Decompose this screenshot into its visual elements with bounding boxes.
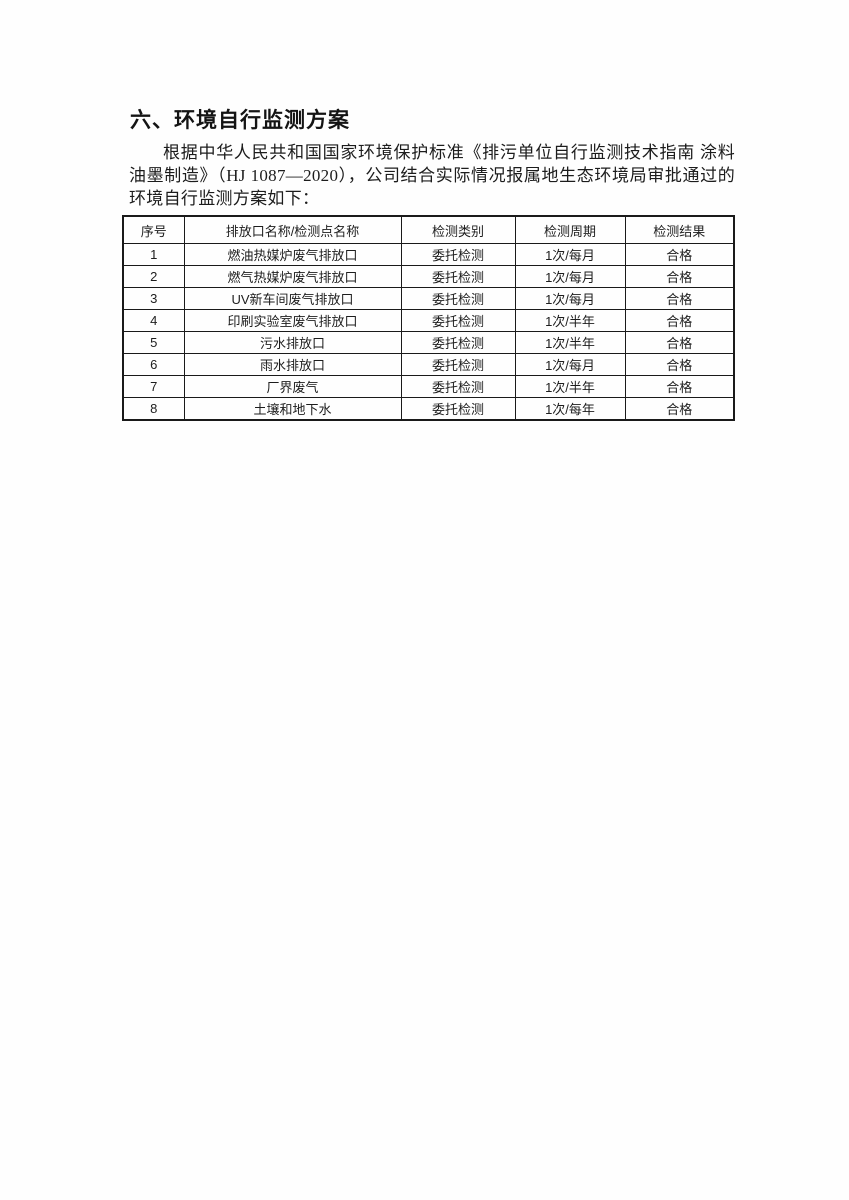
table-cell: 1次/每年	[514, 397, 626, 421]
table-cell: 5	[122, 331, 185, 354]
table-cell: UV新车间废气排放口	[183, 287, 402, 310]
table-cell: 燃油热媒炉废气排放口	[183, 243, 402, 266]
table-row: 6 雨水排放口 委托检测 1次/每月 合格	[122, 353, 735, 376]
table-cell: 7	[122, 375, 185, 398]
header-cell: 检测类别	[400, 215, 516, 244]
table-cell: 4	[122, 309, 185, 332]
table-row: 3 UV新车间废气排放口 委托检测 1次/每月 合格	[122, 287, 735, 310]
page-title: 六、环境自行监测方案	[130, 108, 350, 132]
table-row: 4 印刷实验室废气排放口 委托检测 1次/半年 合格	[122, 309, 735, 332]
table-cell: 8	[122, 397, 185, 421]
table-cell: 2	[122, 265, 185, 288]
table-row: 2 燃气热媒炉废气排放口 委托检测 1次/每月 合格	[122, 265, 735, 288]
table-cell: 3	[122, 287, 185, 310]
header-cell: 排放口名称/检测点名称	[183, 215, 402, 244]
table-cell: 污水排放口	[183, 331, 402, 354]
table-row: 5 污水排放口 委托检测 1次/半年 合格	[122, 331, 735, 354]
table-row: 7 厂界废气 委托检测 1次/半年 合格	[122, 375, 735, 398]
table-cell: 1次/每月	[514, 353, 626, 376]
table-cell: 厂界废气	[183, 375, 402, 398]
table-cell: 1次/每月	[514, 287, 626, 310]
table-cell: 委托检测	[400, 397, 516, 421]
table-cell: 合格	[624, 331, 735, 354]
table-cell: 委托检测	[400, 309, 516, 332]
table-cell: 1次/半年	[514, 331, 626, 354]
table-cell: 合格	[624, 265, 735, 288]
table-cell: 委托检测	[400, 265, 516, 288]
table-cell: 合格	[624, 243, 735, 266]
intro-paragraph: 根据中华人民共和国国家环境保护标准《排污单位自行监测技术指南 涂料油墨制造》（H…	[129, 143, 735, 208]
table-cell: 委托检测	[400, 287, 516, 310]
table-cell: 委托检测	[400, 375, 516, 398]
table-cell: 土壤和地下水	[183, 397, 402, 421]
table-cell: 6	[122, 353, 185, 376]
table-cell: 印刷实验室废气排放口	[183, 309, 402, 332]
table-body: 1 燃油热媒炉废气排放口 委托检测 1次/每月 合格 2 燃气热媒炉废气排放口 委托检测 1次/…	[122, 243, 735, 421]
table-cell: 1次/半年	[514, 375, 626, 398]
header-cell: 检测结果	[624, 215, 735, 244]
table-cell: 1	[122, 243, 185, 266]
table-cell: 雨水排放口	[183, 353, 402, 376]
table-cell: 委托检测	[400, 353, 516, 376]
table-cell: 合格	[624, 309, 735, 332]
table-row: 8 土壤和地下水 委托检测 1次/每年 合格	[122, 397, 735, 421]
table-cell: 合格	[624, 287, 735, 310]
table-header-row: 序号 排放口名称/检测点名称 检测类别 检测周期 检测结果	[122, 215, 735, 244]
table-cell: 委托检测	[400, 331, 516, 354]
table-row: 1 燃油热媒炉废气排放口 委托检测 1次/每月 合格	[122, 243, 735, 266]
table-cell: 合格	[624, 375, 735, 398]
header-cell: 检测周期	[514, 215, 626, 244]
table-cell: 1次/每月	[514, 243, 626, 266]
table-cell: 委托检测	[400, 243, 516, 266]
table-cell: 燃气热媒炉废气排放口	[183, 265, 402, 288]
header-cell: 序号	[122, 215, 185, 244]
table-cell: 1次/半年	[514, 309, 626, 332]
table-cell: 1次/每月	[514, 265, 626, 288]
monitoring-plan-table: 序号 排放口名称/检测点名称 检测类别 检测周期 检测结果 1 燃油热媒炉废气排放口 委托检…	[122, 215, 735, 421]
table-cell: 合格	[624, 397, 735, 421]
table-cell: 合格	[624, 353, 735, 376]
